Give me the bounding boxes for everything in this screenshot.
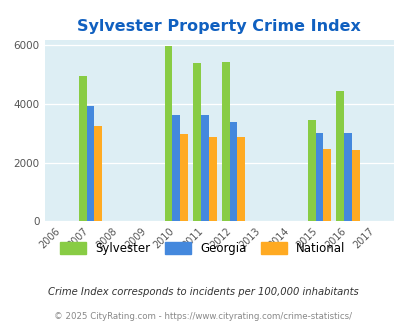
Bar bbox=[193, 63, 200, 221]
Bar bbox=[351, 150, 359, 221]
Text: © 2025 CityRating.com - https://www.cityrating.com/crime-statistics/: © 2025 CityRating.com - https://www.city… bbox=[54, 312, 351, 321]
Bar bbox=[79, 76, 86, 221]
Bar bbox=[315, 133, 322, 221]
Text: Crime Index corresponds to incidents per 100,000 inhabitants: Crime Index corresponds to incidents per… bbox=[47, 287, 358, 297]
Bar bbox=[222, 62, 229, 221]
Bar bbox=[164, 46, 172, 221]
Bar bbox=[322, 149, 330, 221]
Bar bbox=[180, 134, 188, 221]
Bar bbox=[229, 122, 237, 221]
Bar bbox=[336, 91, 343, 221]
Bar bbox=[237, 137, 245, 221]
Title: Sylvester Property Crime Index: Sylvester Property Crime Index bbox=[77, 19, 360, 34]
Bar bbox=[86, 106, 94, 221]
Bar bbox=[343, 133, 351, 221]
Bar bbox=[172, 115, 180, 221]
Bar bbox=[200, 115, 208, 221]
Legend: Sylvester, Georgia, National: Sylvester, Georgia, National bbox=[55, 237, 350, 259]
Bar bbox=[307, 119, 315, 221]
Bar bbox=[94, 126, 102, 221]
Bar bbox=[208, 137, 216, 221]
